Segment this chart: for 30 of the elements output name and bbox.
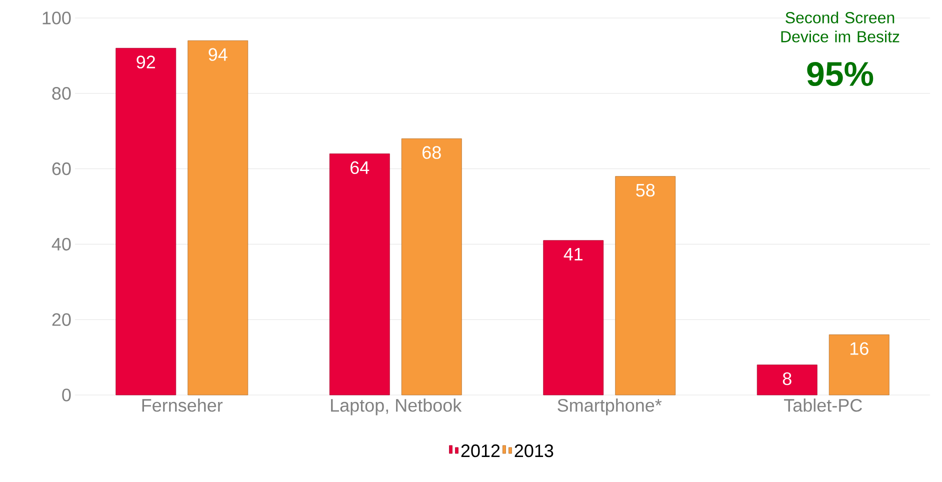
y-tick-label: 20 <box>52 313 71 326</box>
data-label: 64 <box>350 161 370 174</box>
x-tick-label: Smartphone* <box>558 398 662 416</box>
bar <box>116 48 176 396</box>
bar <box>543 240 604 396</box>
y-tick-label: 40 <box>52 238 71 251</box>
x-tick-label: Laptop, Netbook <box>331 398 462 416</box>
bar <box>329 154 390 396</box>
annotation: Second Screen Device im Besitz <box>781 12 900 42</box>
data-label: 8 <box>782 372 792 386</box>
y-tick-label: 80 <box>52 87 71 100</box>
bar <box>828 334 890 396</box>
bar <box>188 40 248 396</box>
data-label: 16 <box>850 342 868 355</box>
data-label: 92 <box>136 56 155 68</box>
y-tick-label: 0 <box>62 388 71 402</box>
y-tick-label: 100 <box>42 12 71 24</box>
bar <box>615 176 676 396</box>
x-tick-label: Fernseher <box>142 398 223 412</box>
bar <box>401 138 462 396</box>
annotation: 95% <box>807 62 874 86</box>
bar <box>756 364 818 396</box>
legend-label: 2012 <box>461 444 500 458</box>
data-label: 68 <box>422 146 441 159</box>
data-label: 41 <box>564 248 583 260</box>
legend-label: 2013 <box>514 444 554 458</box>
data-label: 58 <box>636 184 655 197</box>
x-tick-label: Tablet-PC <box>784 398 862 412</box>
data-label: 94 <box>208 48 228 61</box>
y-tick-label: 60 <box>52 162 71 176</box>
